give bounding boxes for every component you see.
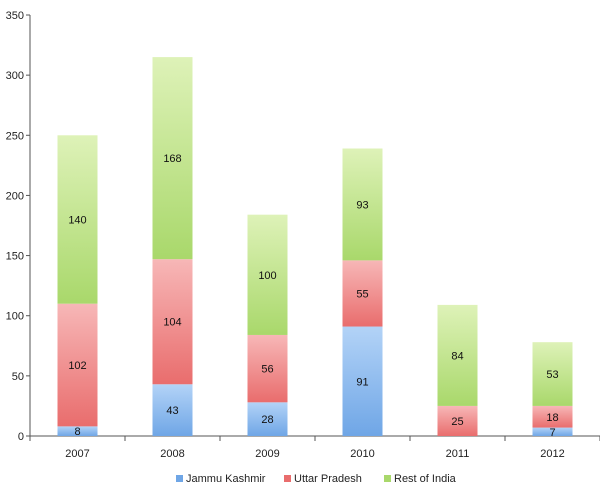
- y-tick-label: 250: [6, 130, 24, 142]
- data-label: 140: [68, 214, 86, 226]
- bar-segment: [152, 57, 193, 260]
- data-label: 25: [451, 416, 463, 428]
- bar-segment: [247, 402, 288, 436]
- bar-segment: [532, 405, 573, 428]
- data-label: 91: [356, 376, 368, 388]
- data-label: 53: [546, 369, 558, 381]
- y-tick-label: 300: [6, 70, 24, 82]
- x-tick-label: 2012: [540, 448, 564, 460]
- legend-label: Uttar Pradesh: [294, 473, 362, 485]
- bar-segment: [247, 334, 288, 403]
- x-tick-label: 2009: [255, 448, 279, 460]
- y-tick-label: 0: [18, 431, 24, 443]
- legend-swatch: [176, 475, 183, 482]
- x-tick-label: 2008: [160, 448, 184, 460]
- y-tick-label: 100: [6, 311, 24, 323]
- data-label: 84: [451, 350, 463, 362]
- data-label: 102: [68, 360, 86, 372]
- data-label: 56: [261, 364, 273, 376]
- bar-segment: [247, 214, 288, 335]
- bar-segment: [342, 326, 383, 436]
- y-tick-label: 150: [6, 251, 24, 263]
- bars: 81021404310416828561009155930258471853: [57, 57, 573, 439]
- y-tick-label: 200: [6, 190, 24, 202]
- bar-segment: [57, 426, 98, 436]
- data-label: 28: [261, 414, 273, 426]
- x-axis-ticks: 2007 2008 2009 2010 2011 2012: [29, 436, 600, 460]
- x-tick-label: 2010: [350, 448, 374, 460]
- axes: [29, 15, 600, 437]
- data-label: 104: [163, 317, 181, 329]
- data-label: 43: [166, 405, 178, 417]
- data-label: 8: [74, 426, 80, 438]
- legend-swatch: [284, 475, 291, 482]
- legend-label: Rest of India: [394, 473, 457, 485]
- y-axis-ticks: 0 50 100 150 200 250 300 350: [6, 10, 30, 443]
- bar-segment: [57, 135, 98, 304]
- legend: Jammu Kashmir Uttar Pradesh Rest of India: [176, 473, 457, 485]
- data-label: 55: [356, 288, 368, 300]
- data-label: 7: [549, 427, 555, 439]
- bar-segment: [437, 405, 478, 436]
- data-label: 168: [163, 153, 181, 165]
- bar-segment: [152, 384, 193, 436]
- x-tick-label: 2007: [65, 448, 89, 460]
- legend-swatch: [384, 475, 391, 482]
- x-tick-label: 2011: [446, 448, 470, 460]
- y-tick-label: 350: [6, 10, 24, 22]
- data-label: 18: [546, 412, 558, 424]
- data-label: 93: [356, 199, 368, 211]
- bar-segment: [342, 260, 383, 327]
- bar-segment: [152, 259, 193, 385]
- bar-segment: [342, 148, 383, 261]
- bar-segment: [437, 304, 478, 406]
- bar-segment: [532, 427, 573, 436]
- legend-label: Jammu Kashmir: [186, 473, 266, 485]
- bar-segment: [532, 342, 573, 406]
- data-label: 100: [258, 270, 276, 282]
- y-tick-label: 50: [12, 371, 24, 383]
- bar-segment: [57, 303, 98, 427]
